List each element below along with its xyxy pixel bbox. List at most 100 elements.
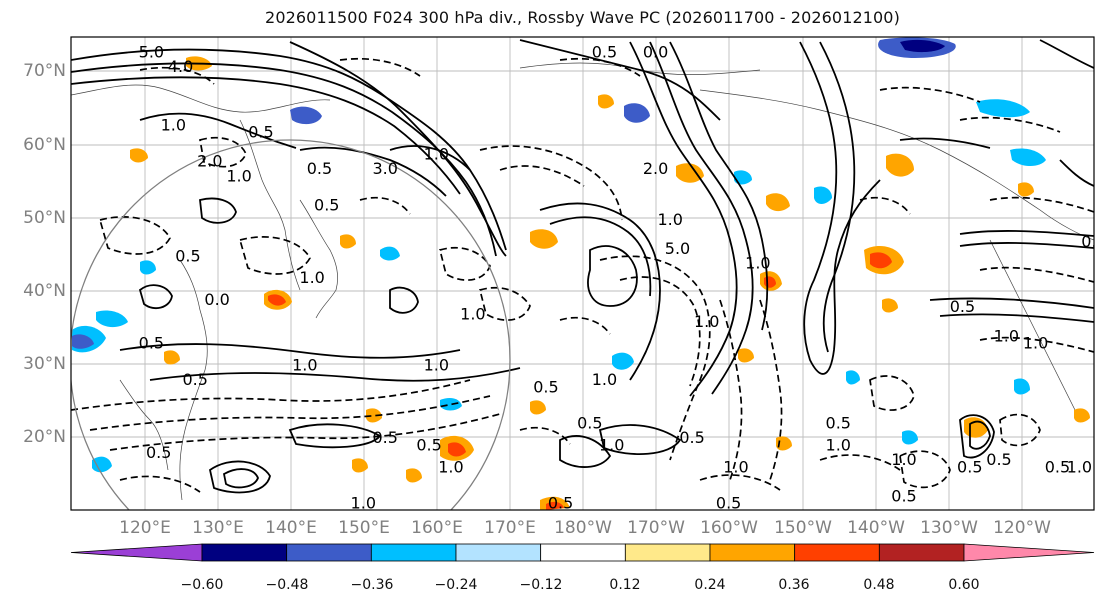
contour-label: 0.5 — [1081, 232, 1105, 251]
contour-label: 1.0 — [292, 355, 317, 374]
contour-label: 1.0 — [351, 494, 376, 513]
colorbar-segment — [370, 543, 457, 562]
contour-label: 0.5 — [307, 159, 332, 178]
lon-label-140e: 140°E — [265, 518, 317, 538]
lon-label-170w: 170°W — [627, 518, 685, 538]
contour-label: 0.5 — [146, 443, 171, 462]
lon-label-150e: 150°E — [338, 518, 390, 538]
contour-label: 1.0 — [1023, 334, 1048, 353]
contours-dashed — [71, 57, 1094, 493]
contour-label: 1.0 — [599, 436, 624, 455]
lon-label-130e: 130°E — [192, 518, 244, 538]
contour-label: 0.5 — [548, 494, 573, 513]
colorbar-tick-label: 0.24 — [694, 577, 726, 593]
map-background — [71, 37, 1094, 510]
contour-label: 0.5 — [957, 457, 982, 476]
contour-label: 1.0 — [424, 144, 449, 163]
shading-negative — [72, 37, 1046, 473]
contour-label: 1.0 — [438, 457, 463, 476]
lat-label-70n: 70°N — [23, 61, 66, 81]
contours-solid — [71, 39, 1094, 494]
contour-label: 0.5 — [533, 377, 558, 396]
contour-label: 4.0 — [168, 57, 193, 76]
colorbar-tick-label: −0.48 — [265, 577, 309, 593]
region-circle — [71, 139, 511, 510]
contour-label: 0.5 — [986, 450, 1011, 469]
colorbar-segment — [709, 543, 796, 562]
contour-label: 0.5 — [175, 246, 200, 265]
map-content: 5.04.01.0 0.51.0 0.52.00.51.00.01.00.51.0 1… — [71, 37, 1105, 513]
lon-label-160w: 160°W — [700, 518, 758, 538]
contour-label: 2.0 — [197, 152, 222, 171]
lon-label-120e: 120°E — [119, 518, 171, 538]
colorbar-tick-label: 0.12 — [609, 577, 641, 593]
contour-label: 1.0 — [161, 115, 186, 134]
contour-label: 1.0 — [299, 268, 324, 287]
contour-label: 0.5 — [679, 428, 704, 447]
contour-label: 0.5 — [716, 494, 741, 513]
contour-label: 0.5 — [950, 297, 975, 316]
contour-label: 0.5 — [891, 486, 916, 505]
colorbar-tick-label: −0.36 — [350, 577, 394, 593]
contour-label: 0.5 — [139, 334, 164, 353]
contour-label: 1.0 — [592, 370, 617, 389]
contour-label: 0.5 — [182, 370, 207, 389]
contour-label: 0.5 — [248, 123, 273, 142]
lon-label-170e: 170°E — [484, 518, 536, 538]
contour-label: 0.5 — [372, 428, 397, 447]
lon-label-150w: 150°W — [774, 518, 832, 538]
colorbar-tick-label: −0.60 — [180, 577, 224, 593]
contour-label: 1.0 — [657, 210, 682, 229]
lat-label-20n: 20°N — [23, 427, 66, 447]
contour-label: 0.5 — [826, 414, 851, 433]
lon-label-180w: 180°W — [554, 518, 612, 538]
colorbar-segment — [286, 543, 372, 562]
figure-title: 2026011500 F024 300 hPa div., Rossby Wav… — [265, 8, 900, 27]
contour-label: 5.0 — [665, 239, 690, 258]
contour-label: 1.0 — [460, 305, 485, 324]
contour-label: 1.0 — [826, 436, 851, 455]
contour-label: 0.0 — [204, 290, 229, 309]
contour-label: 5.0 — [139, 43, 164, 62]
contour-label: 0.5 — [1045, 457, 1070, 476]
contour-label: 2.0 — [643, 159, 668, 178]
contour-label: 1.0 — [891, 450, 916, 469]
contour-label: 1.0 — [745, 254, 770, 273]
contour-label: 0.0 — [643, 43, 668, 62]
colorbar-tick-label: −0.12 — [519, 577, 563, 593]
contour-label: 0.5 — [592, 43, 617, 62]
lat-label-40n: 40°N — [23, 281, 66, 301]
lat-label-50n: 50°N — [23, 208, 66, 228]
colorbar-tick-label: 0.60 — [948, 577, 980, 593]
contour-label: 1.0 — [424, 355, 449, 374]
lat-label-30n: 30°N — [23, 354, 66, 374]
lon-label-120w: 120°W — [993, 518, 1051, 538]
contour-label: 0.5 — [577, 414, 602, 433]
contour-labels: 5.04.01.0 0.51.0 0.52.00.51.00.01.00.51.0 1… — [139, 43, 1105, 513]
coastlines — [71, 62, 1094, 501]
colorbar-tick-label: 0.48 — [863, 577, 895, 593]
colorbar-segment — [201, 543, 288, 562]
colorbar-tick-label: −0.24 — [434, 577, 478, 593]
colorbar-segment — [624, 543, 711, 562]
lat-label-60n: 60°N — [23, 135, 66, 155]
contour-label: 1.0 — [694, 312, 719, 331]
contour-label: 0.5 — [416, 436, 441, 455]
colorbar-tick-label: 0.36 — [778, 577, 810, 593]
contour-label: 1.0 — [994, 326, 1019, 345]
colorbar-segment — [455, 543, 542, 562]
colorbar-segment — [878, 543, 965, 562]
contour-label: 0.5 — [314, 195, 339, 214]
contour-label: 1.0 — [226, 166, 251, 185]
contour-label: 1.0 — [723, 457, 748, 476]
colorbar-segments — [70, 543, 1095, 562]
contour-label: 3.0 — [372, 159, 397, 178]
lon-label-130w: 130°W — [920, 518, 978, 538]
colorbar-segment — [794, 543, 880, 562]
shading-positive — [130, 56, 1090, 510]
colorbar-segment — [540, 543, 626, 562]
map-frame — [70, 36, 1095, 511]
colorbar-extend-low — [70, 543, 203, 562]
